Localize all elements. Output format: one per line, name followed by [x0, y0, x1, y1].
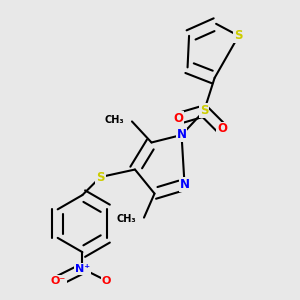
Text: S: S — [96, 170, 105, 184]
Text: O: O — [173, 112, 184, 125]
Text: CH₃: CH₃ — [117, 214, 136, 224]
Text: O: O — [217, 122, 227, 136]
Text: N⁺: N⁺ — [75, 264, 90, 274]
Text: S: S — [200, 104, 208, 117]
Text: S: S — [234, 29, 243, 42]
Text: O⁻: O⁻ — [51, 276, 66, 286]
Text: N: N — [176, 128, 187, 142]
Text: O: O — [102, 276, 111, 286]
Text: CH₃: CH₃ — [105, 115, 124, 125]
Text: N: N — [180, 178, 190, 191]
